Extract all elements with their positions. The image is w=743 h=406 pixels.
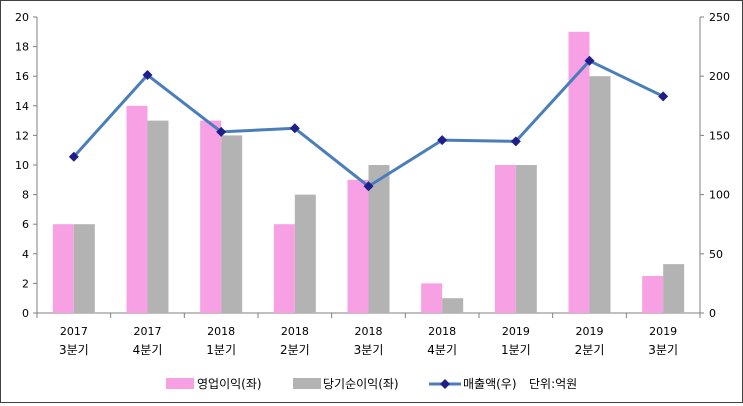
right-axis-tick-label: 50 (709, 248, 723, 261)
revenue-marker (437, 135, 448, 146)
left-axis-tick-label: 18 (15, 41, 29, 54)
x-tick-label-year: 2019 (649, 325, 677, 338)
x-tick-label-quarter: 2분기 (280, 343, 310, 357)
left-axis-tick-label: 2 (22, 277, 29, 290)
x-tick-label-year: 2019 (502, 325, 530, 338)
bar-operating-profit (126, 105, 148, 313)
x-tick-label-year: 2019 (576, 325, 604, 338)
left-axis-tick-label: 6 (22, 218, 29, 231)
x-tick-label-quarter: 1분기 (206, 343, 236, 357)
x-tick-label-quarter: 2분기 (575, 343, 605, 357)
bar-operating-profit (347, 179, 369, 313)
bar-net-income (368, 165, 390, 313)
left-axis-tick-label: 14 (15, 100, 29, 113)
left-axis-tick-label: 0 (22, 307, 29, 320)
bar-net-income (221, 135, 243, 313)
legend-label-net-income: 당기순이익(좌) (323, 377, 399, 391)
bar-operating-profit (273, 224, 295, 313)
bar-operating-profit (52, 224, 74, 313)
legend: 영업이익(좌) 당기순이익(좌) 매출액(우) 단위:억원 (166, 377, 577, 391)
bar-net-income (73, 224, 95, 313)
x-tick-label-year: 2017 (60, 325, 88, 338)
x-tick-label-quarter: 3분기 (59, 343, 89, 357)
x-tick-label-quarter: 4분기 (133, 343, 163, 357)
bar-operating-profit (421, 283, 443, 313)
x-tick-label-year: 2017 (134, 325, 162, 338)
legend-marker-revenue (440, 379, 450, 389)
left-axis-tick-label: 20 (15, 11, 29, 24)
bar-net-income (663, 264, 685, 313)
right-axis-tick-label: 150 (709, 129, 730, 142)
legend-unit-text: 단위:억원 (529, 377, 577, 391)
legend-label-operating-profit: 영업이익(좌) (197, 377, 262, 391)
revenue-marker (289, 123, 300, 134)
bar-net-income (515, 165, 537, 313)
revenue-marker (584, 55, 595, 66)
revenue-marker (68, 151, 79, 162)
right-axis-tick-label: 250 (709, 11, 730, 24)
left-axis-tick-label: 4 (22, 248, 29, 261)
line-series-group (68, 55, 669, 192)
bar-net-income (147, 120, 169, 313)
x-tick-label-year: 2018 (428, 325, 456, 338)
bar-net-income (294, 194, 316, 313)
x-tick-label-year: 2018 (207, 325, 235, 338)
revenue-marker (510, 136, 521, 147)
left-axis-tick-label: 10 (15, 159, 29, 172)
legend-label-revenue: 매출액(우) (463, 377, 517, 391)
x-tick-label-quarter: 3분기 (648, 343, 678, 357)
x-tick-label-year: 2018 (355, 325, 383, 338)
right-axis-tick-label: 200 (709, 70, 730, 83)
x-tick-label-quarter: 1분기 (501, 343, 531, 357)
bar-net-income (442, 298, 464, 313)
left-axis-tick-label: 8 (22, 189, 29, 202)
legend-swatch-net-income (293, 378, 321, 389)
revenue-marker (216, 126, 227, 137)
revenue-marker (363, 181, 374, 192)
x-tick-label-quarter: 3분기 (354, 343, 384, 357)
bar-operating-profit (642, 276, 664, 313)
x-tick-label-year: 2018 (281, 325, 309, 338)
x-labels-group: 2017 3분기 2017 4분기 2018 1분기 2018 2분기 2018 3분기 2018 4… (59, 325, 678, 357)
left-axis-tick-label: 16 (15, 70, 29, 83)
left-axis-tick-label: 12 (15, 129, 29, 142)
bar-operating-profit (568, 31, 590, 314)
legend-swatch-operating-profit (166, 378, 194, 389)
revenue-marker (142, 70, 153, 81)
x-tick-label-quarter: 4분기 (427, 343, 457, 357)
bars-group (52, 31, 685, 314)
right-axis-tick-label: 0 (709, 307, 716, 320)
bar-net-income (589, 76, 611, 313)
bar-operating-profit (200, 120, 222, 313)
revenue-marker (658, 91, 669, 102)
right-axis-tick-label: 100 (709, 189, 730, 202)
bar-operating-profit (494, 165, 516, 313)
